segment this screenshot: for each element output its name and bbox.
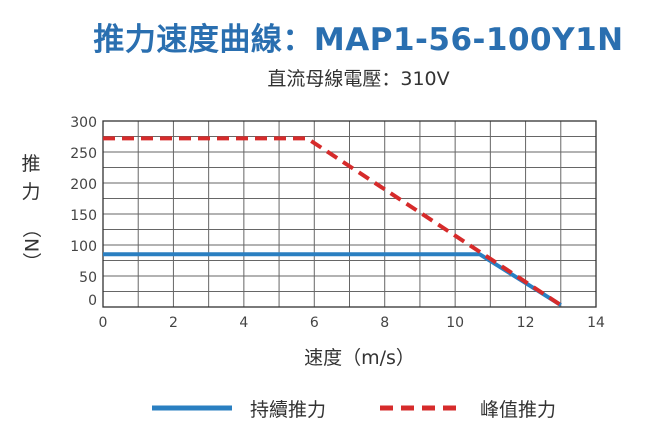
y-axis-label-char-1: 推 bbox=[21, 153, 41, 175]
y-tick-label: 250 bbox=[70, 146, 97, 162]
y-tick-label: 100 bbox=[70, 239, 97, 255]
x-tick-label: 10 bbox=[446, 315, 464, 331]
y-tick-label: 150 bbox=[70, 208, 97, 224]
y-tick-label: 50 bbox=[79, 270, 97, 286]
y-axis-label-char-2: 力 bbox=[21, 181, 41, 203]
x-tick-label: 14 bbox=[587, 315, 605, 331]
chart-subtitle: 直流母線電壓：310V bbox=[267, 68, 450, 90]
legend-item-continuous: 持續推力 bbox=[152, 393, 326, 423]
series-line-peak bbox=[103, 136, 562, 307]
chart-title: 推力速度曲線：MAP1-56-100Y1N bbox=[0, 14, 657, 59]
legend-label-peak: 峰值推力 bbox=[480, 398, 557, 421]
x-tick-label: 2 bbox=[169, 315, 178, 331]
x-tick-label: 12 bbox=[517, 315, 535, 331]
plot-frame bbox=[102, 120, 597, 308]
legend-label-continuous: 持續推力 bbox=[250, 398, 327, 421]
x-tick-label: 6 bbox=[310, 315, 319, 331]
y-axis-label: 推 力 （N） bbox=[18, 150, 44, 271]
x-axis-label: 速度（m/s） bbox=[304, 347, 415, 369]
x-tick-label: 0 bbox=[99, 315, 108, 331]
legend: 持續推力 峰值推力 bbox=[0, 393, 657, 423]
chart-title-model: MAP1-56-100Y1N bbox=[313, 22, 624, 58]
x-tick-label: 8 bbox=[380, 315, 389, 331]
y-tick-label: 300 bbox=[70, 115, 97, 131]
chart-title-prefix: 推力速度曲線： bbox=[93, 22, 314, 58]
legend-swatch-continuous bbox=[152, 405, 232, 411]
legend-swatch-peak bbox=[380, 405, 462, 411]
y-tick-label: 0 bbox=[88, 293, 97, 309]
legend-item-peak: 峰值推力 bbox=[380, 393, 556, 423]
y-tick-label: 200 bbox=[70, 177, 97, 193]
x-tick-label: 4 bbox=[239, 315, 248, 331]
